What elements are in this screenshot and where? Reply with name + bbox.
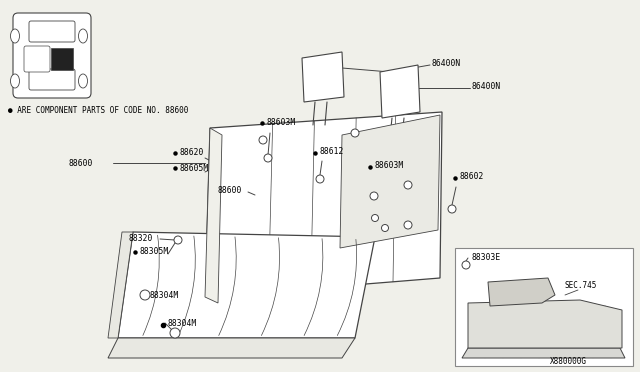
Ellipse shape — [79, 29, 88, 43]
Circle shape — [140, 290, 150, 300]
Text: 88620: 88620 — [179, 148, 204, 157]
Circle shape — [370, 192, 378, 200]
Circle shape — [381, 224, 388, 231]
Circle shape — [174, 236, 182, 244]
Text: 88304M: 88304M — [150, 292, 179, 301]
Polygon shape — [108, 232, 133, 338]
Polygon shape — [205, 128, 222, 303]
Circle shape — [170, 328, 180, 338]
Polygon shape — [488, 278, 555, 306]
Text: 88304M: 88304M — [168, 320, 197, 328]
Ellipse shape — [79, 74, 88, 88]
Bar — [455, 248, 633, 366]
FancyBboxPatch shape — [29, 69, 75, 90]
Text: SEC.745: SEC.745 — [565, 280, 597, 289]
Circle shape — [264, 154, 272, 162]
Text: 88605M: 88605M — [179, 164, 208, 173]
Text: 88303E: 88303E — [472, 253, 501, 263]
Text: 86400N: 86400N — [472, 81, 501, 90]
Text: 88603M: 88603M — [375, 160, 404, 170]
Circle shape — [259, 136, 267, 144]
Text: 88612: 88612 — [320, 147, 344, 155]
FancyBboxPatch shape — [24, 46, 50, 72]
Text: 88602: 88602 — [460, 171, 484, 180]
Text: 88320: 88320 — [128, 234, 152, 243]
Text: 88600: 88600 — [68, 158, 92, 167]
Circle shape — [351, 129, 359, 137]
FancyBboxPatch shape — [29, 21, 75, 42]
Polygon shape — [118, 232, 375, 338]
Ellipse shape — [10, 29, 19, 43]
Polygon shape — [462, 348, 625, 358]
Polygon shape — [302, 52, 344, 102]
Polygon shape — [380, 65, 420, 118]
Polygon shape — [108, 338, 355, 358]
Circle shape — [462, 261, 470, 269]
Polygon shape — [468, 300, 622, 348]
Text: 88603M: 88603M — [267, 118, 296, 126]
Circle shape — [448, 205, 456, 213]
Text: 88305M: 88305M — [139, 247, 168, 256]
Text: X880000G: X880000G — [550, 357, 587, 366]
Circle shape — [404, 221, 412, 229]
Polygon shape — [340, 115, 440, 248]
FancyBboxPatch shape — [13, 13, 91, 98]
Polygon shape — [205, 112, 442, 297]
Text: ● ARE COMPONENT PARTS OF CODE NO. 88600: ● ARE COMPONENT PARTS OF CODE NO. 88600 — [8, 106, 188, 115]
Circle shape — [371, 215, 378, 221]
Ellipse shape — [10, 74, 19, 88]
Text: 86400N: 86400N — [432, 58, 461, 67]
Text: 88600: 88600 — [218, 186, 243, 195]
Circle shape — [404, 181, 412, 189]
Circle shape — [316, 175, 324, 183]
Bar — [51, 48, 73, 70]
